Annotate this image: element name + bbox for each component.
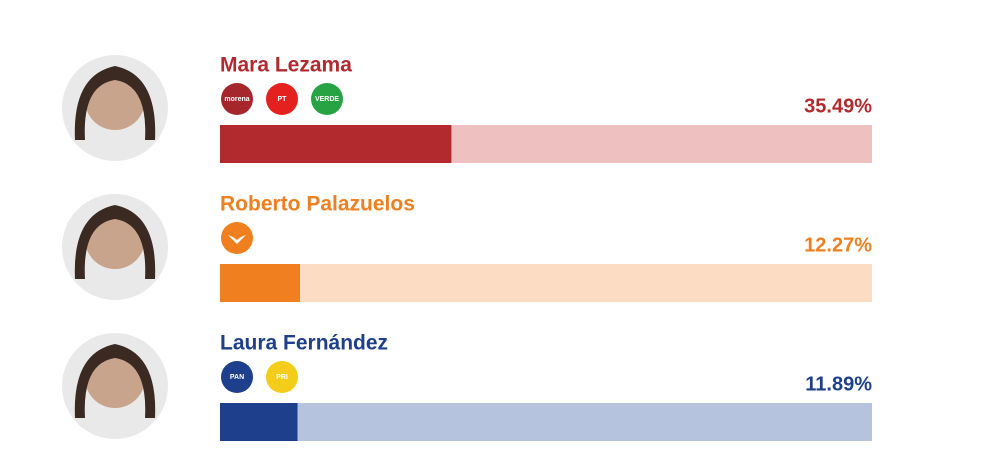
party-logo-eagle [228, 235, 246, 244]
value-label: 11.89% [805, 373, 872, 395]
bar-track [220, 403, 872, 441]
bar [220, 403, 298, 441]
party-logo-label: PAN [230, 374, 244, 381]
value-label: 12.27% [804, 234, 872, 256]
candidate-name: Mara Lezama [220, 54, 352, 77]
bar [220, 125, 452, 163]
candidate-name: Roberto Palazuelos [220, 193, 415, 216]
party-logo-label: PT [278, 96, 288, 103]
candidate-name: Laura Fernández [220, 332, 388, 355]
bar [220, 264, 301, 302]
party-logo [266, 361, 298, 393]
party-logo-label: PRI [276, 374, 288, 381]
candidate-photo-hair [74, 66, 156, 140]
bar-track [220, 264, 872, 302]
candidate-photo-hair [74, 344, 156, 418]
candidate-photo-hair [74, 205, 156, 279]
value-label: 35.49% [804, 95, 872, 117]
party-logo [221, 361, 253, 393]
party-logo [311, 83, 343, 115]
party-logo [266, 83, 298, 115]
party-logo-label: VERDE [315, 96, 339, 103]
party-logo [221, 222, 253, 254]
party-logo [221, 83, 253, 115]
party-logo-label: morena [224, 96, 249, 103]
